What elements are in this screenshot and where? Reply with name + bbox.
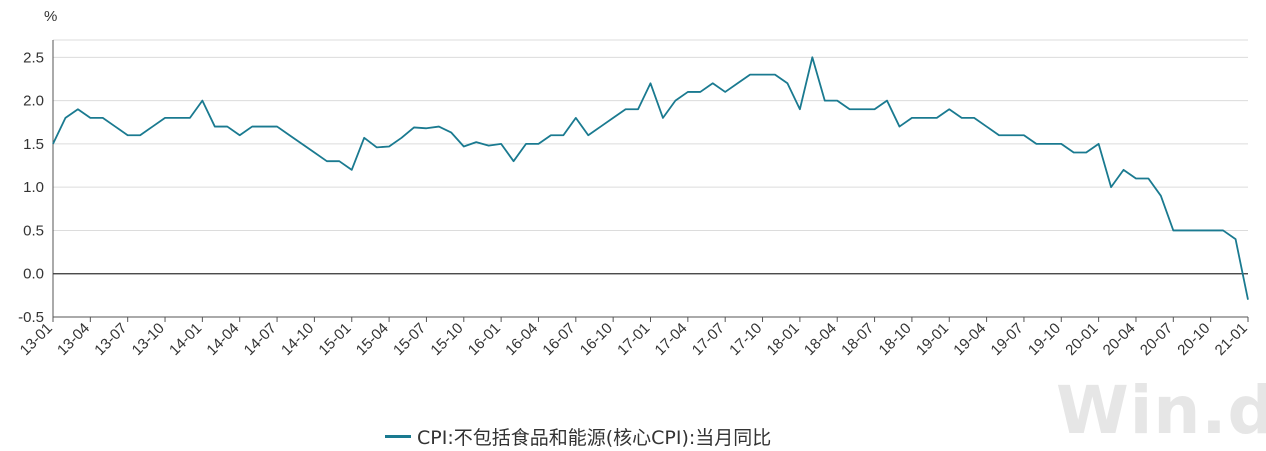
x-tick-label: 16-01: [465, 320, 504, 359]
x-tick-label: 16-07: [539, 320, 578, 359]
x-tick-label: 18-10: [876, 320, 915, 359]
x-tick-label: 19-07: [988, 320, 1027, 359]
x-tick-label: 18-07: [838, 320, 877, 359]
y-axis-unit-label: %: [44, 8, 57, 25]
x-tick-label: 17-04: [652, 320, 691, 359]
legend-swatch: [385, 434, 411, 438]
y-tick-label: 1.5: [23, 136, 44, 153]
x-tick-label: 15-07: [390, 320, 429, 359]
y-tick-label: 2.5: [23, 49, 44, 66]
x-tick-label: 15-01: [315, 320, 354, 359]
y-tick-label: 0.5: [23, 222, 44, 239]
axes: [52, 40, 1248, 318]
legend-label: CPI:不包括食品和能源(核心CPI):当月同比: [417, 426, 772, 449]
x-tick-label: 19-01: [913, 320, 952, 359]
line-chart: % 2.5 2.0 1.5 1.0 0.5 0.0 -0.5 13-0113-0413-07…: [17, 8, 1251, 359]
x-tick-label: 16-10: [577, 320, 616, 359]
x-tick-label: 15-04: [353, 320, 392, 359]
x-tick-label: 20-04: [1100, 320, 1139, 359]
legend: CPI:不包括食品和能源(核心CPI):当月同比: [385, 424, 772, 449]
x-tick-label: 21-01: [1212, 320, 1251, 359]
x-tick-label: 13-10: [129, 320, 168, 359]
y-tick-label: 2.0: [23, 93, 44, 110]
y-tick-label: 1.0: [23, 179, 44, 196]
x-tick-label: 14-04: [203, 320, 242, 359]
x-tick-label: 18-01: [764, 320, 803, 359]
x-tick-label: 20-10: [1174, 320, 1213, 359]
series-line: [52, 56, 1249, 300]
y-tick-label: 0.0: [23, 266, 44, 283]
x-tick-label: 19-04: [950, 320, 989, 359]
x-tick-label: 16-04: [502, 320, 541, 359]
series-group: [52, 56, 1249, 300]
x-tick-label: 15-10: [427, 320, 466, 359]
x-tick-label: 13-04: [54, 320, 93, 359]
x-tick-label: 20-01: [1062, 320, 1101, 359]
x-tick-label: 14-07: [241, 320, 280, 359]
x-tick-label: 19-10: [1025, 320, 1064, 359]
x-tick-label: 17-10: [726, 320, 765, 359]
x-axis-ticks: 13-0113-0413-0713-1014-0114-0414-0714-10…: [17, 317, 1251, 359]
x-tick-label: 20-07: [1137, 320, 1176, 359]
watermark-logo: Win.d: [1056, 372, 1266, 449]
x-tick-label: 17-07: [689, 320, 728, 359]
gridlines: [53, 39, 1248, 318]
y-tick-label: -0.5: [18, 309, 44, 326]
x-tick-label: 18-04: [801, 320, 840, 359]
y-axis-ticks: 2.5 2.0 1.5 1.0 0.5 0.0 -0.5: [18, 49, 44, 326]
x-tick-label: 14-10: [278, 320, 317, 359]
x-tick-label: 13-07: [91, 320, 130, 359]
x-tick-label: 17-01: [614, 320, 653, 359]
x-tick-label: 14-01: [166, 320, 205, 359]
